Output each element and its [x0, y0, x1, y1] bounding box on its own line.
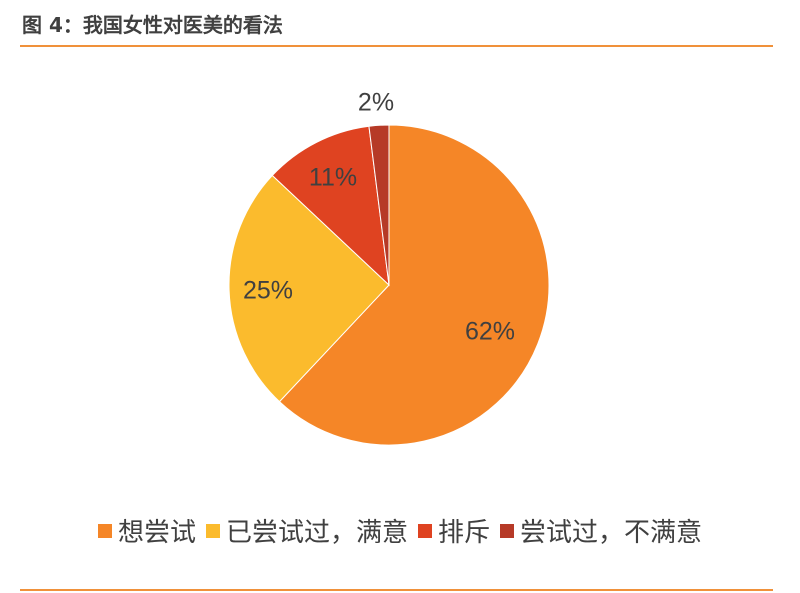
- pie-label-3: 11%: [309, 164, 357, 192]
- chart-legend: 想尝试 已尝试过，满意 排斥 尝试过，不满意: [0, 512, 800, 549]
- legend-label: 已尝试过，满意: [225, 518, 408, 548]
- bottom-rule: [20, 589, 773, 591]
- legend-swatch: [500, 523, 515, 538]
- pie-slices: [228, 124, 550, 446]
- pie-slice-2: [228, 174, 390, 403]
- legend-item-1: 想尝试: [97, 512, 196, 549]
- title-rule: [20, 45, 773, 47]
- pie-slice-4: [368, 124, 390, 286]
- legend-swatch: [97, 523, 112, 538]
- pie-slice-1: [278, 124, 550, 446]
- legend-swatch: [418, 523, 432, 538]
- figure-title: 图 4：我国女性对医美的看法: [22, 13, 283, 37]
- legend-swatch: [205, 523, 220, 538]
- legend-label: 尝试过，不满意: [520, 518, 703, 548]
- pie-labels: 62% 25% 11% 2%: [243, 89, 515, 346]
- legend-item-2: 已尝试过，满意: [205, 512, 408, 549]
- pie-slice-3: [271, 125, 390, 287]
- legend-label: 想尝试: [117, 518, 196, 548]
- pie-label-4: 2%: [358, 89, 394, 117]
- legend-label: 排斥: [438, 518, 491, 548]
- legend-item-4: 尝试过，不满意: [500, 512, 702, 549]
- pie-label-1: 62%: [465, 318, 515, 346]
- pie-label-2: 25%: [243, 277, 293, 305]
- legend-item-3: 排斥: [418, 512, 490, 549]
